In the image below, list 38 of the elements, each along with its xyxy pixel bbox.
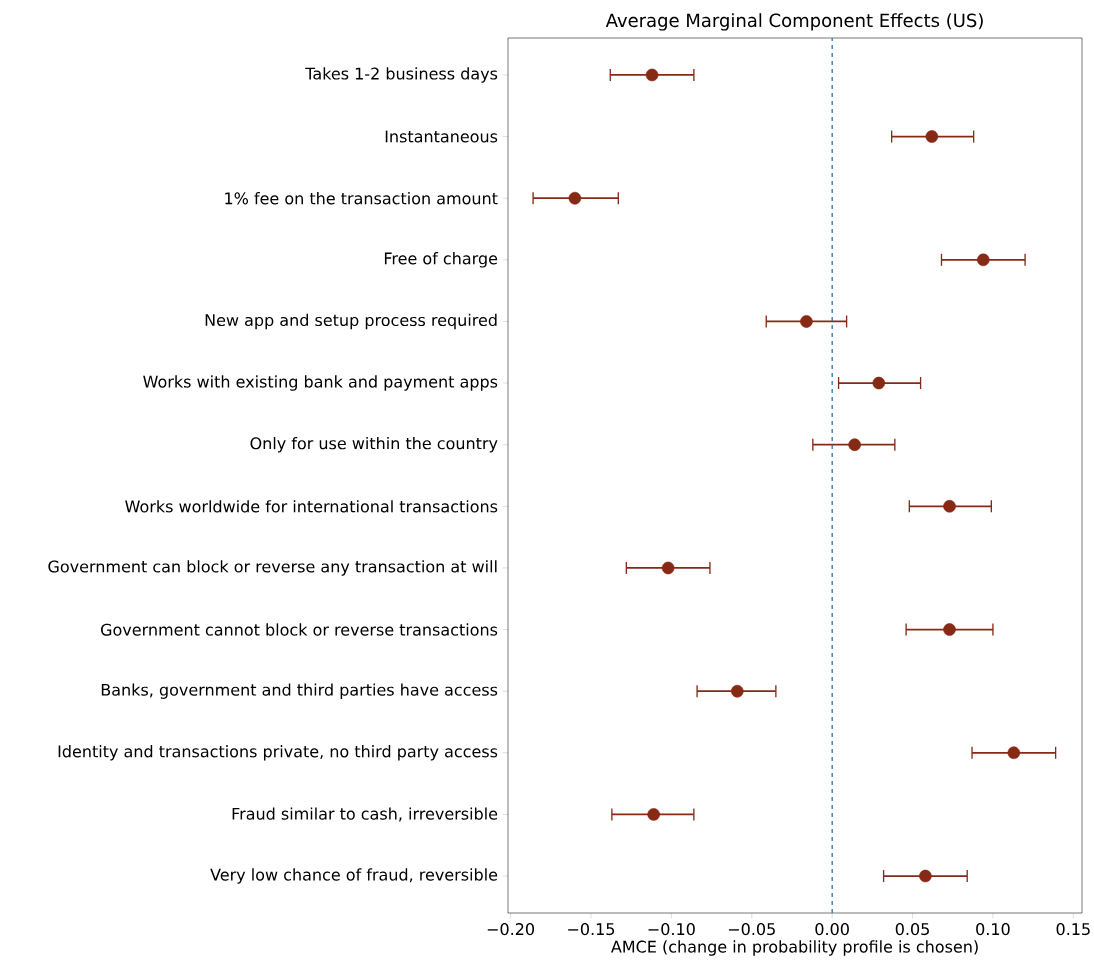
x-tick-label: 0.15 bbox=[1056, 923, 1090, 936]
point bbox=[977, 253, 990, 267]
point bbox=[919, 869, 932, 883]
y-tick-label: 1% fee on the transaction amount bbox=[225, 192, 498, 205]
y-tick-label: Free of charge bbox=[384, 252, 498, 268]
y-tick-label: New app and setup process required bbox=[205, 313, 497, 330]
point bbox=[872, 376, 886, 390]
x-tick-label: 0.05 bbox=[895, 923, 929, 936]
y-tick-label: Works worldwide for international transactions bbox=[125, 500, 498, 513]
point bbox=[800, 315, 813, 328]
x-tick-label: −0.10 bbox=[648, 923, 695, 936]
x-tick-label: −0.20 bbox=[487, 923, 535, 936]
x-axis-title: AMCE (change in probability profile is chosen) bbox=[611, 940, 978, 956]
point bbox=[943, 623, 956, 636]
y-tick-label: Identity and transactions private, no third party access bbox=[58, 745, 498, 761]
point bbox=[848, 438, 861, 451]
y-tick-label: Very low chance of fraud, reversible bbox=[210, 868, 498, 884]
x-tick-label: −0.15 bbox=[568, 923, 615, 936]
y-tick-label: Banks, government and third parties have access bbox=[101, 683, 498, 699]
x-tick-label: 0.00 bbox=[815, 923, 849, 936]
y-tick-label: Only for use within the country bbox=[250, 436, 498, 453]
x-tick-label: −0.05 bbox=[728, 923, 775, 936]
y-tick-label: Fraud similar to cash, irreversible bbox=[232, 807, 498, 822]
x-tick-label: 0.10 bbox=[976, 923, 1010, 936]
chart-title: Average Marginal Component Effects (US) bbox=[605, 13, 983, 31]
y-tick-label: Government can block or reverse any transaction at will bbox=[48, 560, 497, 576]
y-tick-label: Instantaneous bbox=[385, 130, 498, 143]
y-tick-label: Works with existing bank and payment apps bbox=[143, 375, 498, 391]
point bbox=[925, 130, 939, 143]
point bbox=[1007, 746, 1021, 760]
point bbox=[645, 68, 659, 82]
point bbox=[731, 684, 744, 698]
point bbox=[568, 191, 582, 205]
point bbox=[943, 500, 956, 513]
y-tick-label: Government cannot block or reverse transactions bbox=[101, 623, 498, 636]
point bbox=[661, 561, 675, 575]
point bbox=[647, 808, 660, 821]
y-tick-label: Takes 1-2 business days bbox=[305, 67, 498, 83]
